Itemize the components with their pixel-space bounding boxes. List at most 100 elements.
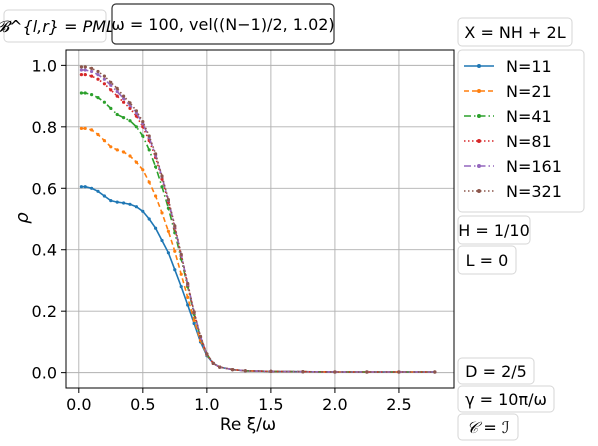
data-point xyxy=(90,74,94,78)
data-point xyxy=(96,69,100,74)
data-point xyxy=(79,68,83,72)
data-point xyxy=(128,101,132,105)
x-tick-label: 2.5 xyxy=(386,395,411,414)
data-point xyxy=(115,86,119,90)
data-point xyxy=(102,74,106,78)
legend-label: N=81 xyxy=(506,132,552,151)
data-point xyxy=(173,268,177,272)
data-point xyxy=(102,100,106,104)
data-point xyxy=(134,160,138,164)
series-N=321 xyxy=(79,65,437,374)
data-point xyxy=(122,116,126,120)
data-point xyxy=(96,77,100,81)
legend-label: N=11 xyxy=(506,57,552,76)
data-point xyxy=(141,134,145,138)
h-annotation-box xyxy=(457,215,531,245)
data-point xyxy=(154,152,158,156)
data-point xyxy=(160,211,164,215)
y-tick-label: 0.2 xyxy=(32,302,57,321)
data-point xyxy=(122,94,126,98)
legend-entry: N=41 xyxy=(464,107,552,126)
x-tick-label: 1.0 xyxy=(194,395,219,414)
l-annotation: L = 0 xyxy=(466,251,509,270)
data-point xyxy=(79,185,83,189)
legend-marker xyxy=(477,139,481,143)
data-point xyxy=(122,150,126,154)
y-tick-label: 0.4 xyxy=(32,241,57,260)
data-point xyxy=(141,168,145,172)
x-annotation-box xyxy=(457,17,573,47)
y-axis-label: ρ xyxy=(12,212,33,224)
data-point xyxy=(205,352,209,356)
data-point xyxy=(397,370,401,374)
data-point xyxy=(83,126,87,130)
data-point xyxy=(109,199,113,203)
data-point xyxy=(141,209,145,213)
data-point xyxy=(365,370,369,374)
data-point xyxy=(109,106,113,110)
data-point xyxy=(115,200,119,204)
legend-label: N=41 xyxy=(506,107,552,126)
h-annotation: H = 1/10 xyxy=(458,221,530,240)
data-point xyxy=(90,69,94,74)
legend-label: N=21 xyxy=(506,82,552,101)
y-tick-label: 0.8 xyxy=(32,118,57,137)
data-point xyxy=(154,194,158,198)
data-point xyxy=(79,65,83,69)
data-point xyxy=(147,217,151,221)
data-point xyxy=(179,252,183,256)
legend-entry: N=11 xyxy=(464,57,552,76)
bc-annotation: 𝓑^{l,r} = PML xyxy=(0,17,115,36)
bc-annotation-box xyxy=(3,9,107,43)
data-point xyxy=(115,112,119,117)
legend-marker xyxy=(477,64,481,68)
data-point xyxy=(147,148,151,152)
data-point xyxy=(90,128,94,132)
data-point xyxy=(96,132,100,137)
data-point xyxy=(122,201,126,205)
data-point xyxy=(122,96,126,101)
x-axis-ticks: 0.0 0.5 1.0 1.5 2.0 2.5 xyxy=(66,388,412,414)
data-point xyxy=(128,119,132,123)
x-axis-label: Re ξ/ω xyxy=(220,415,276,435)
data-point xyxy=(269,369,273,373)
data-point xyxy=(134,125,138,129)
axes-background xyxy=(66,50,454,388)
data-point xyxy=(90,93,94,97)
series-layer xyxy=(79,65,437,374)
data-point xyxy=(115,148,119,152)
data-point xyxy=(83,65,87,69)
x-tick-label: 0.5 xyxy=(130,395,155,414)
plot-area: 0.0 0.5 1.0 1.5 2.0 2.5 0.0 0.2 0.4 0.6 0.8 1.0 xyxy=(32,49,455,414)
data-point xyxy=(96,73,100,77)
data-point xyxy=(243,369,247,373)
legend-label: N=321 xyxy=(506,182,562,201)
data-point xyxy=(141,125,145,129)
c-annotation-box xyxy=(457,413,519,441)
legend-entry: N=161 xyxy=(464,157,562,176)
data-point xyxy=(109,88,113,92)
data-point xyxy=(102,82,106,86)
data-point xyxy=(90,186,94,190)
data-point xyxy=(102,194,106,198)
legend-marker xyxy=(477,189,481,193)
data-point xyxy=(109,80,113,84)
grid xyxy=(66,50,454,388)
data-point xyxy=(79,126,83,130)
data-point xyxy=(160,185,164,189)
data-point xyxy=(147,180,151,184)
data-point xyxy=(192,318,196,322)
data-point xyxy=(134,109,138,113)
gamma-annotation-box xyxy=(457,385,555,413)
data-point xyxy=(230,368,235,372)
omega-annotation-box xyxy=(111,3,335,45)
data-point xyxy=(83,68,87,72)
data-point xyxy=(128,202,132,206)
data-point xyxy=(96,96,100,100)
data-point xyxy=(166,229,170,233)
x-tick-label: 0.0 xyxy=(66,395,91,414)
data-point xyxy=(186,295,190,299)
data-point xyxy=(134,205,138,209)
data-point xyxy=(141,120,145,124)
x-tick-label: 2.0 xyxy=(322,395,347,414)
